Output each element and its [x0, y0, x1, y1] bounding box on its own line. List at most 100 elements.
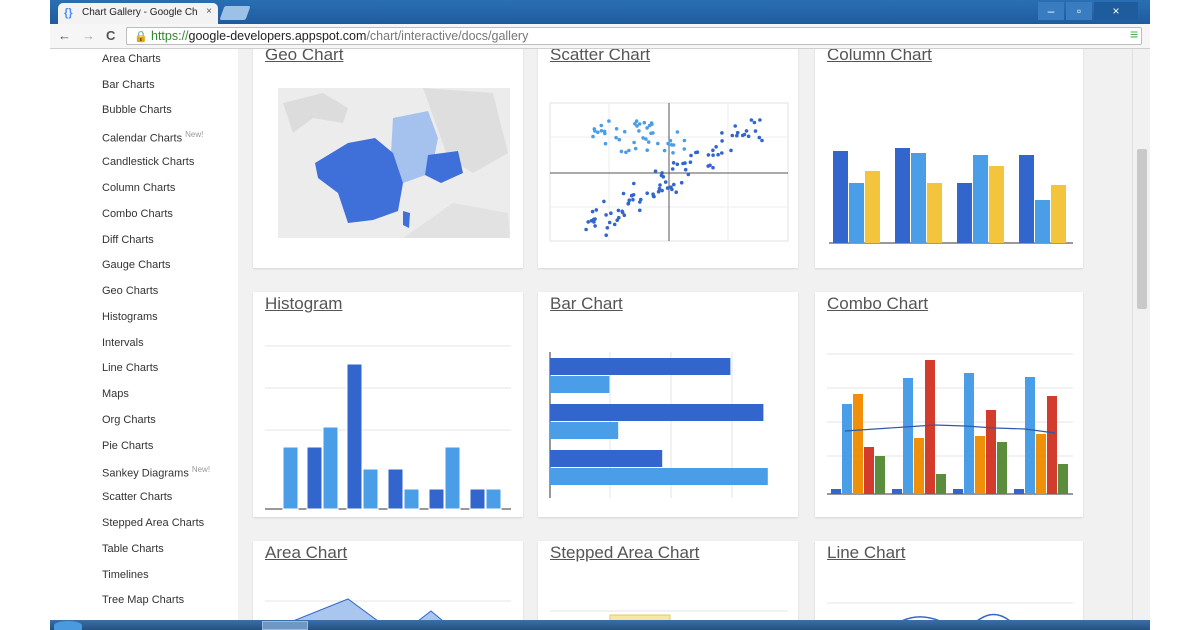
bar-series-2: [550, 376, 610, 393]
sidebar-item-area-charts[interactable]: Area Charts: [102, 53, 161, 65]
sidebar-item-candlestick-charts[interactable]: Candlestick Charts: [102, 156, 194, 168]
map-land-east: [423, 88, 508, 173]
gallery-card-combo[interactable]: Combo Chart: [815, 292, 1083, 517]
gallery-card-column[interactable]: Column Chart: [815, 49, 1083, 268]
minimize-button[interactable]: –: [1038, 2, 1064, 20]
scatter-point: [592, 127, 597, 131]
sidebar-item-sankey-diagrams[interactable]: Sankey Diagrams New!: [102, 465, 210, 480]
bar-series-1: [550, 450, 663, 467]
sidebar-item-label: Bar Charts: [102, 79, 155, 91]
bar-series-2: [550, 468, 768, 485]
sidebar-item-histograms[interactable]: Histograms: [102, 311, 158, 323]
scatter-point: [746, 134, 751, 139]
scatter-point: [592, 220, 596, 224]
card-title-link[interactable]: Bar Chart: [550, 294, 623, 313]
url-scheme: https://: [151, 29, 189, 43]
column-bar: [973, 155, 988, 243]
card-title-link[interactable]: Histogram: [265, 294, 343, 313]
gallery-card-stepped-area[interactable]: Stepped Area Chart: [538, 541, 798, 620]
sidebar-item-diff-charts[interactable]: Diff Charts: [102, 234, 154, 246]
scatter-point: [615, 218, 619, 222]
card-title-link[interactable]: Area Chart: [265, 543, 348, 562]
scatter-point: [596, 130, 600, 135]
card-title-link[interactable]: Combo Chart: [827, 294, 929, 313]
gallery-card-bar[interactable]: Bar Chart: [538, 292, 798, 517]
scatter-point: [594, 208, 599, 212]
scatter-point: [632, 181, 636, 186]
scatter-point: [620, 210, 625, 215]
sidebar-item-org-charts[interactable]: Org Charts: [102, 414, 156, 426]
sidebar-item-gauge-charts[interactable]: Gauge Charts: [102, 259, 170, 271]
histogram-bar: [306, 446, 323, 510]
scatter-point: [639, 197, 643, 202]
sidebar-item-pie-charts[interactable]: Pie Charts: [102, 440, 153, 452]
sidebar-item-bar-charts[interactable]: Bar Charts: [102, 79, 155, 91]
sidebar-item-calendar-charts[interactable]: Calendar Charts New!: [102, 130, 203, 145]
scatter-point: [622, 129, 627, 134]
new-tab-button[interactable]: [219, 6, 251, 20]
scatter-point: [604, 233, 608, 237]
sidebar-item-label: Scatter Charts: [102, 491, 173, 503]
gallery-card-geo[interactable]: Geo Chart: [253, 49, 523, 268]
area-chart-thumbnail: [265, 598, 511, 620]
column-chart-thumbnail: [829, 148, 1073, 244]
back-arrow-icon[interactable]: ←: [58, 28, 71, 43]
sidebar-item-label: Area Charts: [102, 53, 161, 65]
card-title-link[interactable]: Column Chart: [827, 49, 932, 64]
sidebar-item-intervals[interactable]: Intervals: [102, 337, 144, 349]
lock-icon: 🔒: [134, 31, 148, 43]
gallery-card-scatter[interactable]: Scatter Chart: [538, 49, 798, 268]
column-bar: [1035, 200, 1050, 243]
card-title-link[interactable]: Scatter Chart: [550, 49, 651, 64]
combo-bar: [875, 456, 885, 494]
bar-series-1: [550, 358, 731, 375]
scatter-point: [757, 135, 762, 140]
sidebar-item-stepped-area-charts[interactable]: Stepped Area Charts: [102, 517, 204, 529]
card-title-link[interactable]: Stepped Area Chart: [550, 543, 700, 562]
scatter-point: [621, 191, 626, 196]
sidebar-item-maps[interactable]: Maps: [102, 388, 129, 400]
sidebar-item-column-charts[interactable]: Column Charts: [102, 182, 175, 194]
bar-series-2: [550, 422, 619, 439]
forward-arrow-icon[interactable]: →: [82, 28, 95, 43]
gallery-card-area[interactable]: Area Chart: [253, 541, 523, 620]
combo-bar: [1047, 396, 1057, 494]
combo-bar: [914, 438, 924, 494]
scatter-point: [720, 139, 724, 143]
scatter-point: [586, 220, 590, 224]
sidebar-item-label: Timelines: [102, 569, 149, 581]
browser-tab[interactable]: {} Chart Gallery - Google Ch ×: [58, 3, 218, 24]
combo-bar: [997, 442, 1007, 494]
card-title-link[interactable]: Geo Chart: [265, 49, 344, 64]
tab-close-icon[interactable]: ×: [206, 6, 212, 17]
sidebar-item-table-charts[interactable]: Table Charts: [102, 543, 164, 555]
chrome-menu-icon[interactable]: ≡: [1130, 26, 1139, 42]
start-button[interactable]: [54, 621, 82, 630]
combo-bar: [975, 436, 985, 494]
column-bar: [957, 183, 972, 243]
close-window-button[interactable]: ×: [1094, 2, 1138, 20]
scatter-point: [758, 118, 762, 122]
page-scrollbar[interactable]: [1132, 49, 1150, 620]
sidebar-item-combo-charts[interactable]: Combo Charts: [102, 208, 173, 220]
scatter-point: [658, 183, 662, 187]
sidebar-item-scatter-charts[interactable]: Scatter Charts: [102, 491, 172, 503]
sidebar-item-bubble-charts[interactable]: Bubble Charts: [102, 104, 172, 116]
sidebar-item-line-charts[interactable]: Line Charts: [102, 362, 158, 374]
stepped-area-series: [609, 614, 671, 620]
column-bar: [989, 166, 1004, 243]
scatter-point: [638, 208, 642, 213]
address-bar[interactable]: 🔒 https://google-developers.appspot.com/…: [126, 27, 1142, 45]
card-title-link[interactable]: Line Chart: [827, 543, 906, 562]
scrollbar-thumb[interactable]: [1137, 149, 1147, 309]
histogram-thumbnail: [265, 345, 511, 510]
maximize-button[interactable]: ▫: [1066, 2, 1092, 20]
sidebar-item-geo-charts[interactable]: Geo Charts: [102, 285, 158, 297]
sidebar-item-timelines[interactable]: Timelines: [102, 569, 149, 581]
gallery-card-histogram[interactable]: Histogram: [253, 292, 523, 517]
reload-icon[interactable]: C: [106, 28, 116, 43]
gallery-card-line[interactable]: Line Chart: [815, 541, 1083, 620]
sidebar-item-tree-map-charts[interactable]: Tree Map Charts: [102, 594, 184, 606]
taskbar-app-button[interactable]: [262, 621, 308, 630]
histogram-bar: [346, 363, 363, 510]
